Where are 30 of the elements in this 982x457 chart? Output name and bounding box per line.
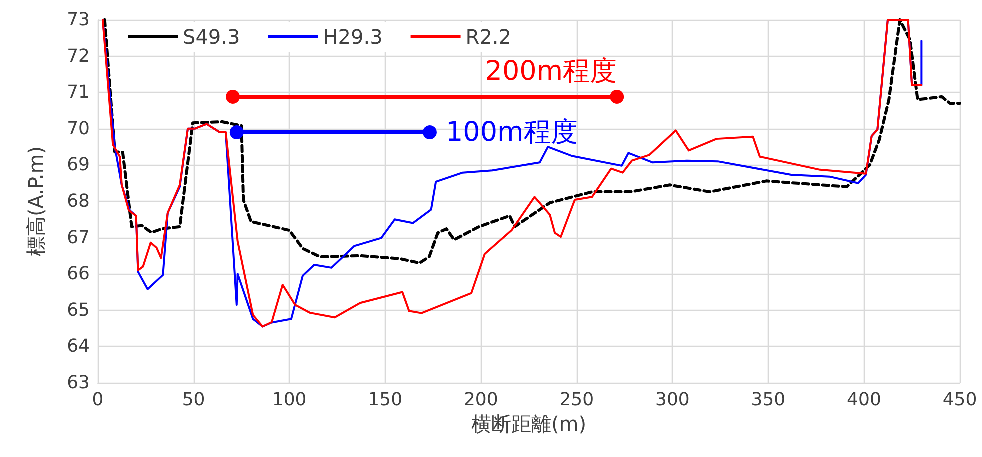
legend-label: S49.3 (183, 25, 240, 49)
x-tick-label: 50 (182, 390, 206, 410)
y-tick-label: 66 (67, 264, 90, 285)
series-label: 200m程度 (485, 56, 618, 87)
y-tick-label: 64 (67, 336, 90, 358)
x-tick-label: 200 (464, 390, 498, 410)
legend-label: H29.3 (323, 25, 383, 49)
x-tick-label: 450 (942, 390, 978, 410)
line-series (103, 18, 962, 265)
y-tick-label: 71 (67, 82, 90, 104)
y-axis-title: 標高(A.P.m) (24, 146, 48, 257)
series-label: 100m程度 (446, 117, 578, 148)
legend-label: R2.2 (466, 25, 512, 49)
x-tick-label: 350 (751, 390, 786, 410)
line-series (102, 19, 923, 328)
x-tick-label: 100 (272, 390, 307, 410)
y-tick-label: 65 (67, 300, 90, 321)
y-tick-label: 67 (67, 227, 90, 248)
y-tick-label: 69 (67, 154, 90, 176)
y-tick-label: 70 (67, 118, 90, 140)
y-tick-label: 72 (67, 46, 90, 67)
y-tick-label: 63 (67, 372, 90, 394)
x-tick-label: 150 (368, 390, 403, 410)
x-tick-label: 250 (560, 390, 594, 410)
y-tick-label: 73 (67, 10, 90, 30)
x-tick-label: 400 (847, 390, 882, 410)
x-tick-label: 0 (92, 390, 104, 410)
x-tick-label: 300 (655, 390, 690, 410)
y-tick-label: 68 (67, 191, 90, 212)
x-axis-title: 横断距離(m) (471, 412, 587, 436)
